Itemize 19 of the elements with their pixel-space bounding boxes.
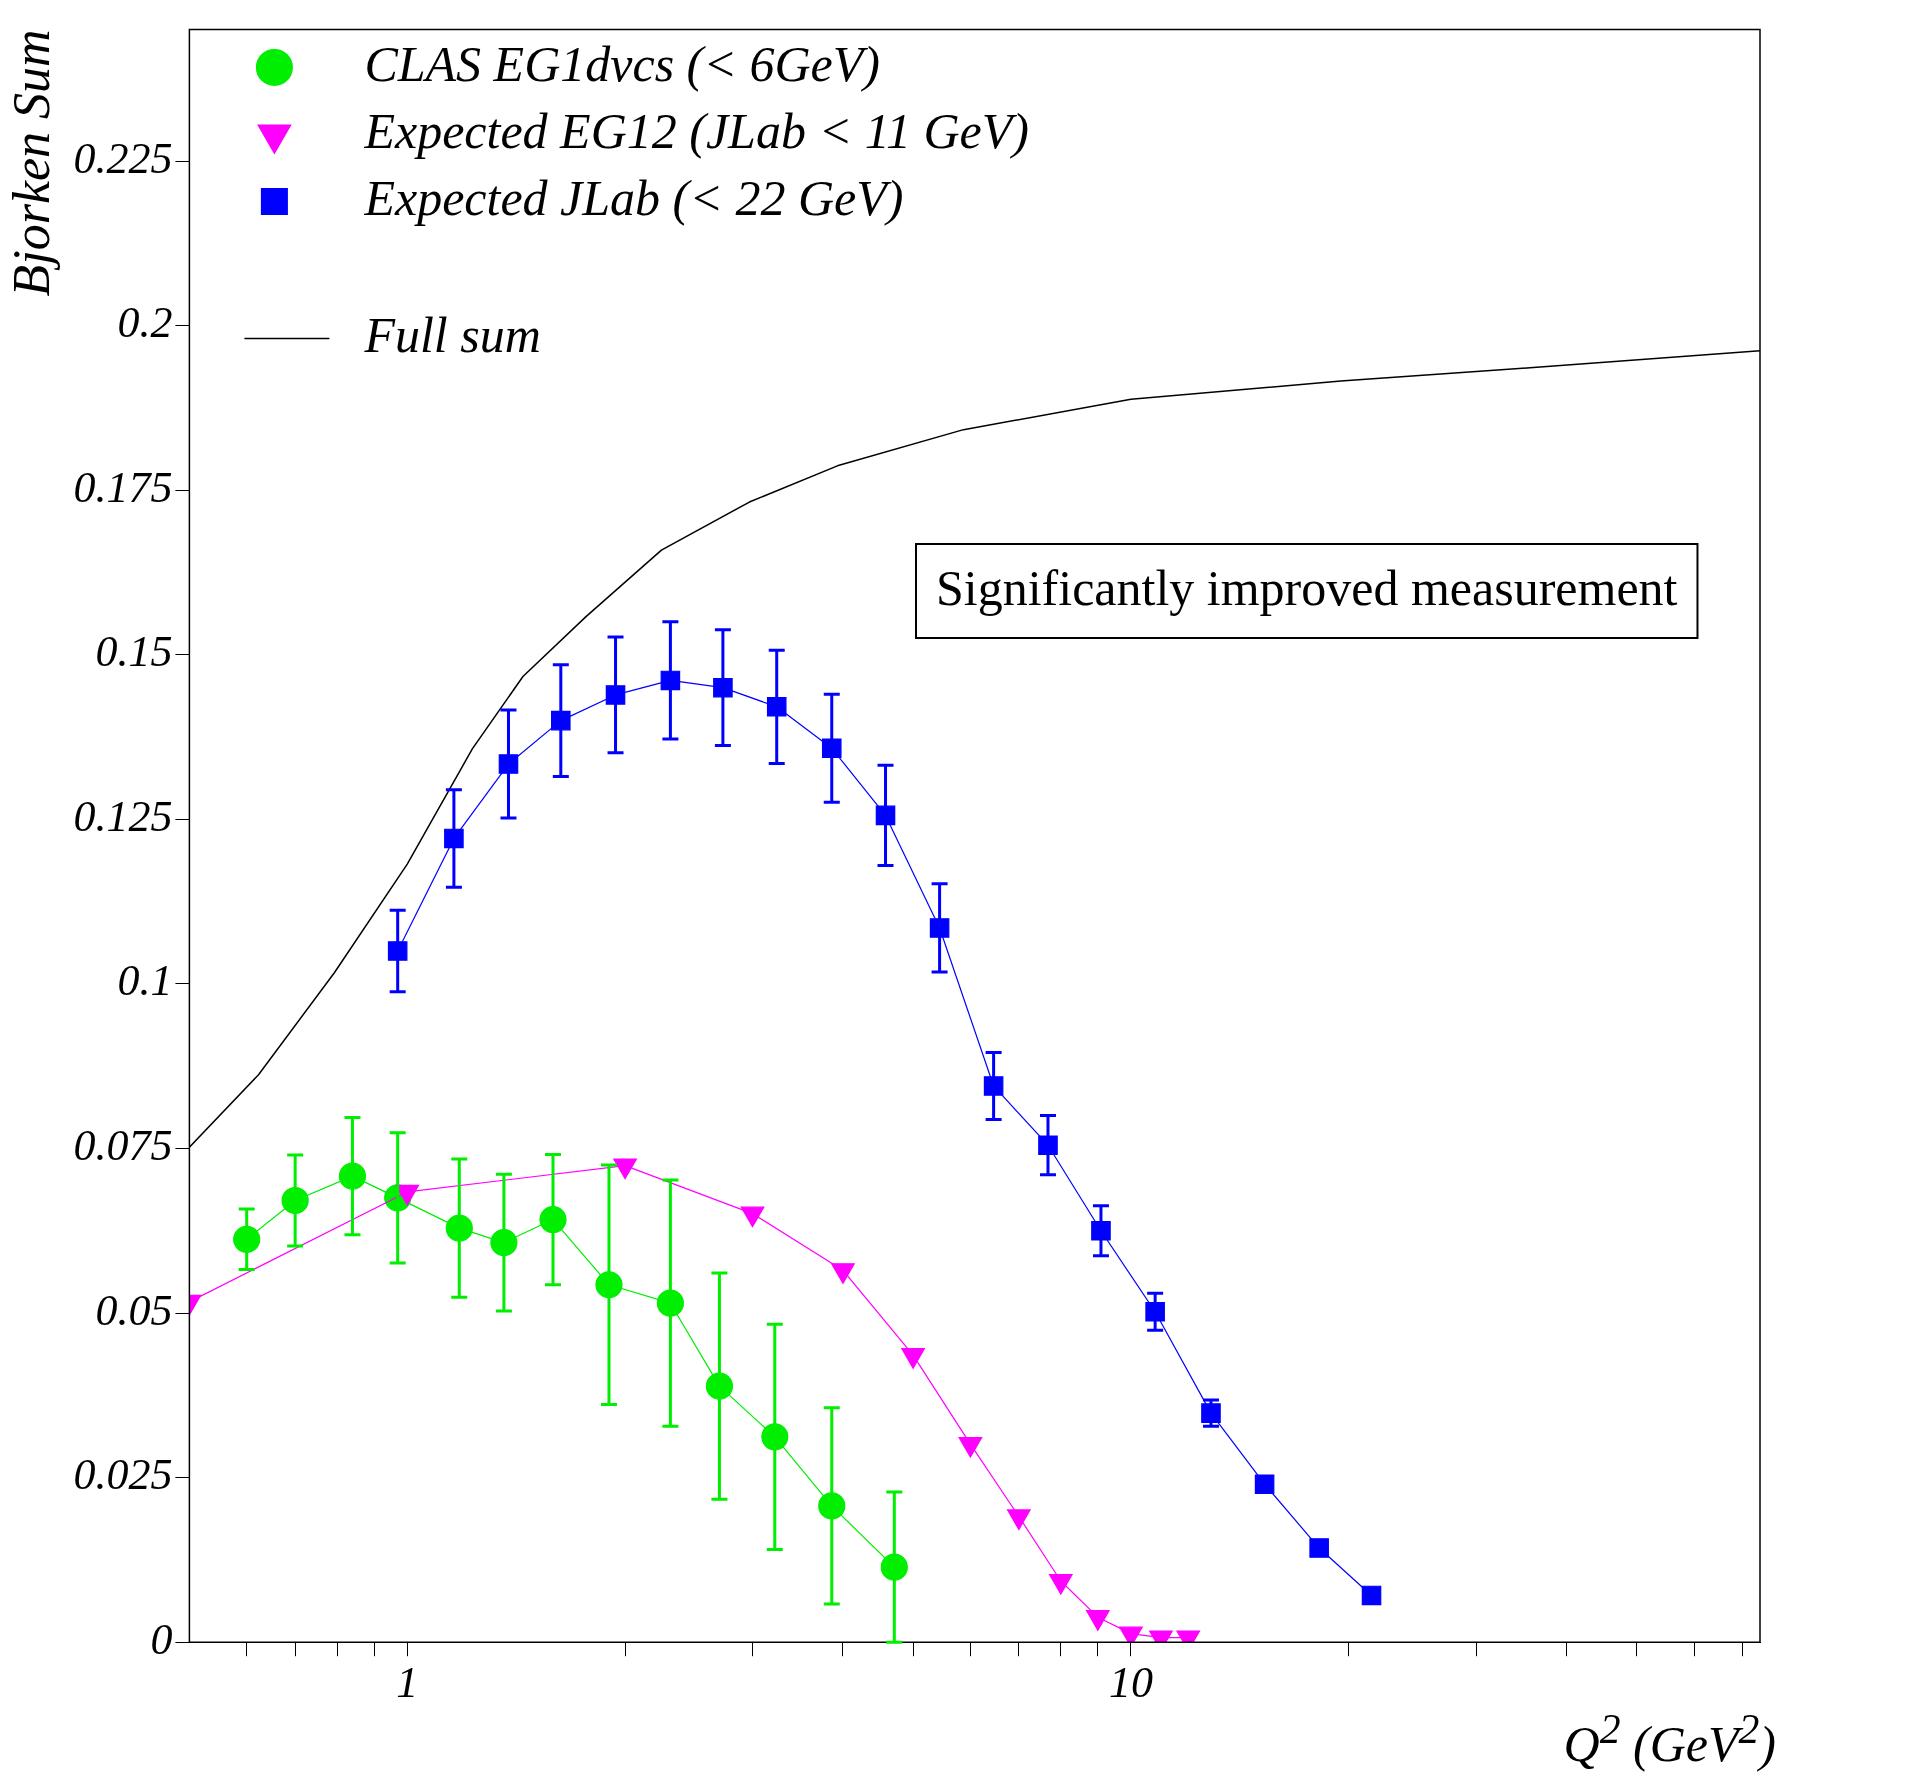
y-tick-label: 0.225 [73, 133, 173, 183]
y-tick-label: 0.125 [73, 791, 173, 841]
x-axis-title: Q$^{2}$ (GeV$^{2}$) [1563, 1705, 1776, 1773]
y-tick-label: 0.2 [117, 298, 173, 348]
y-tick-label: 0.1 [117, 956, 173, 1006]
x-tick-label: 10 [1108, 1658, 1153, 1708]
legend-label: Expected EG12 (JLab < 11 GeV) [363, 102, 1029, 159]
y-tick-label: 0.15 [95, 627, 173, 677]
y-tick-label: 0.025 [73, 1450, 173, 1500]
legend-label: Full sum [363, 306, 541, 363]
y-tick-label: 0.175 [73, 462, 173, 512]
y-tick-label: 0 [150, 1614, 173, 1664]
legend-label: CLAS EG1dvcs (< 6GeV) [364, 35, 880, 92]
legend-label: Expected JLab (< 22 GeV) [363, 169, 904, 226]
y-tick-label: 0.075 [73, 1121, 173, 1171]
x-tick-label: 1 [396, 1658, 419, 1708]
y-tick-label: 0.05 [95, 1285, 173, 1335]
annotation: Significantly improved measurement [936, 560, 1678, 617]
y-axis-title: Bjorken Sum [2, 29, 60, 297]
